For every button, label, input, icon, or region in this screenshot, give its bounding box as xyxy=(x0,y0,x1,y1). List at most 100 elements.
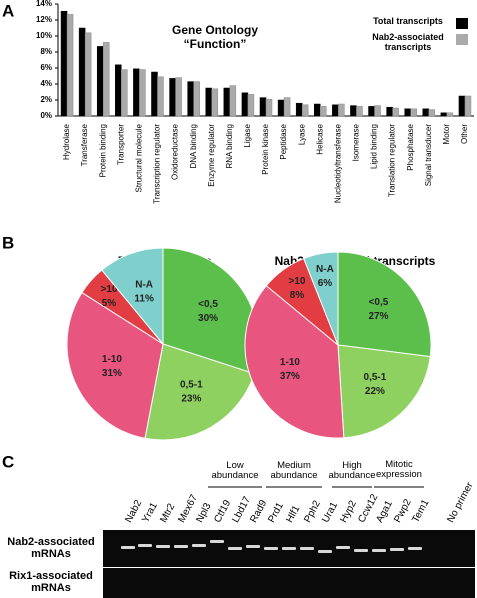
slice-value-label: 37% xyxy=(280,371,300,382)
slice-value-label: 30% xyxy=(198,313,218,324)
gel-band xyxy=(138,544,152,547)
lane-label: Tem1 xyxy=(410,498,431,525)
x-tick-label: Transporter xyxy=(116,124,125,165)
lane-label: Npl3 xyxy=(194,501,214,525)
bar xyxy=(133,68,140,117)
x-tick-label: Transferase xyxy=(80,123,89,166)
slice-category: 1-10 xyxy=(102,354,122,365)
bar xyxy=(157,76,164,117)
bar xyxy=(410,108,417,117)
chart-subtitle: “Function” xyxy=(184,37,247,51)
gel-band xyxy=(121,546,135,549)
pie-slice xyxy=(337,344,431,439)
slice-category: 0,5-1 xyxy=(364,372,387,383)
y-tick-label: 6% xyxy=(40,63,52,72)
lane-label: Prd1 xyxy=(266,500,286,524)
bar xyxy=(428,109,436,117)
x-tick-label: Isomerase xyxy=(352,123,361,161)
x-tick-label: Signal transducer xyxy=(424,124,433,187)
bar xyxy=(464,95,472,117)
bar xyxy=(78,27,86,117)
gel-band xyxy=(228,547,242,550)
panel-label: A xyxy=(2,1,14,20)
y-tick-label: 4% xyxy=(40,79,52,88)
y-tick-label: 8% xyxy=(40,47,52,56)
x-tick-label: Ligase xyxy=(243,123,252,147)
slice-category: 1-10 xyxy=(280,357,300,368)
y-tick-label: 0% xyxy=(40,111,52,120)
bar xyxy=(320,106,327,117)
bar xyxy=(404,108,411,117)
slice-category: 0,5-1 xyxy=(180,380,203,391)
slice-category: >10 xyxy=(289,276,306,287)
bar xyxy=(259,97,267,117)
gel-band xyxy=(246,545,260,548)
bar xyxy=(169,78,176,117)
bar xyxy=(332,104,339,117)
slice-category: >10 xyxy=(101,284,118,295)
bar xyxy=(386,106,393,117)
bar xyxy=(205,87,212,117)
bar xyxy=(277,99,285,117)
lane-label: Hyp2 xyxy=(338,498,359,524)
row-label: Rix1-associated mRNAs xyxy=(9,570,93,595)
slice-value-label: 11% xyxy=(134,293,154,304)
bar xyxy=(139,69,146,117)
gel-band xyxy=(354,549,368,552)
slice-value-label: 5% xyxy=(102,298,117,309)
bar xyxy=(60,10,68,117)
slice-category: <0,5 xyxy=(198,299,218,310)
panel-label: B xyxy=(2,233,14,252)
x-tick-label: Nucleotidyltransferase xyxy=(333,123,342,203)
gel-band xyxy=(300,547,314,550)
bar xyxy=(187,81,194,117)
x-tick-label: Enzyme regulator xyxy=(207,124,216,187)
slice-category: N-A xyxy=(316,264,334,275)
gel-band xyxy=(318,550,332,553)
slice-value-label: 23% xyxy=(181,394,201,405)
gel-band xyxy=(372,549,386,552)
group-label: Low abundance xyxy=(211,460,259,482)
bar xyxy=(241,92,249,117)
gel-band xyxy=(264,547,278,550)
lane-label: Ura1 xyxy=(320,500,340,525)
pie-slice xyxy=(244,285,345,439)
bar xyxy=(458,95,466,117)
slice-value-label: 31% xyxy=(102,368,122,379)
x-tick-label: Translation regulator xyxy=(388,124,397,197)
gel-band xyxy=(408,547,422,550)
slice-value-label: 22% xyxy=(365,386,385,397)
bar xyxy=(392,107,399,117)
legend-swatch xyxy=(456,18,468,29)
legend-swatch xyxy=(456,34,468,45)
lane-label: Hlf1 xyxy=(284,503,302,524)
bar xyxy=(374,105,381,117)
y-tick-label: 14% xyxy=(36,0,52,8)
y-tick-label: 2% xyxy=(40,95,52,104)
bar xyxy=(295,102,303,117)
bar xyxy=(247,94,255,117)
row-label: Nab2-associated mRNAs xyxy=(7,536,95,561)
lane-label: Mtr2 xyxy=(158,501,177,524)
x-tick-label: Lyase xyxy=(297,123,306,145)
gel-band xyxy=(192,544,206,547)
gel-band xyxy=(156,545,170,548)
bar xyxy=(121,69,128,117)
bar xyxy=(211,88,218,117)
x-tick-label: Motor xyxy=(442,124,451,145)
x-tick-label: Protein binding xyxy=(98,124,107,177)
chart-title: Gene Ontology xyxy=(172,23,258,37)
group-label: High abundance xyxy=(328,460,376,482)
bar xyxy=(283,97,291,117)
x-tick-label: Helicase xyxy=(315,123,324,154)
lane-label: No primer xyxy=(445,480,476,525)
bar xyxy=(66,14,74,117)
gel-band xyxy=(336,546,350,549)
slice-value-label: 8% xyxy=(290,290,305,301)
bar xyxy=(422,108,430,117)
x-tick-label: Transcription regulator xyxy=(153,124,162,204)
panel-label: C xyxy=(2,452,14,471)
y-tick-label: 10% xyxy=(36,31,52,40)
legend-label: Total transcripts xyxy=(373,16,443,26)
